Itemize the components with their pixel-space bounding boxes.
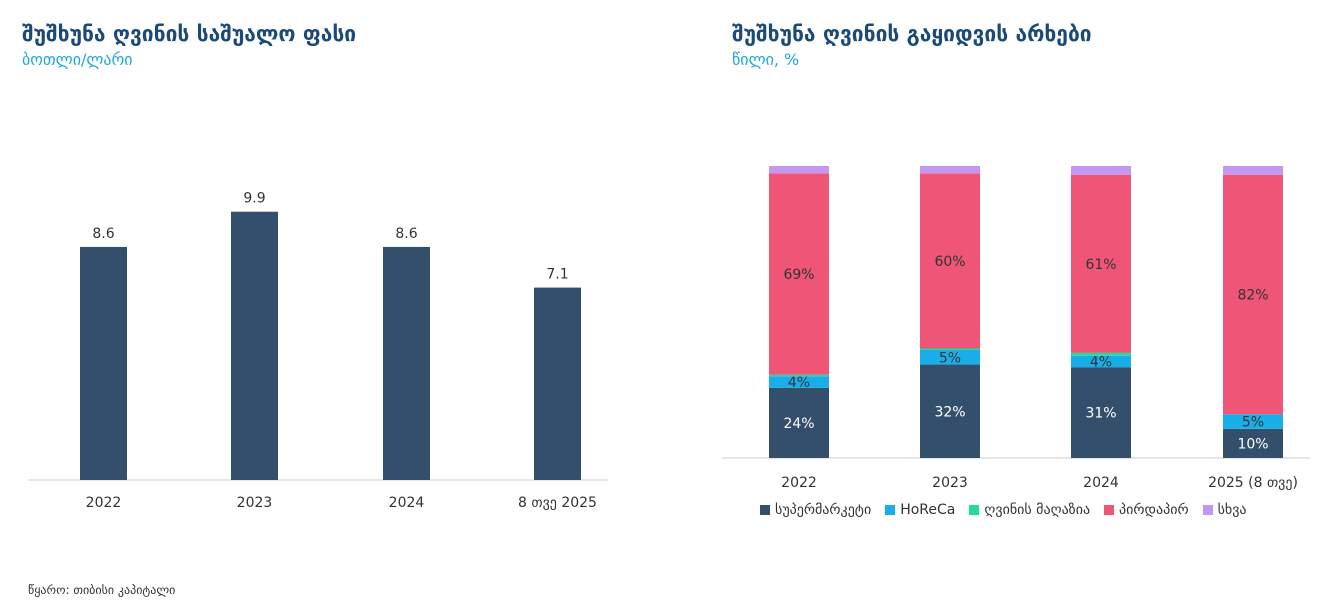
source-note: წყარო: თიბისი კაპიტალი xyxy=(28,583,176,597)
bar-segment xyxy=(1223,428,1283,458)
legend-item: HoReCa xyxy=(885,502,955,518)
left-chart-subtitle: ბოთლი/ლარი xyxy=(22,50,133,69)
legend-swatch xyxy=(760,505,770,515)
data-label: 9.9 xyxy=(243,191,265,207)
bar-segment xyxy=(1071,367,1131,458)
bar-segment xyxy=(769,374,829,377)
legend-label: HoReCa xyxy=(900,502,956,518)
right-chart-subtitle: წილი, % xyxy=(732,50,800,69)
bar-segment xyxy=(769,376,829,388)
legend-item: ღვინის მაღაზია xyxy=(969,502,1090,518)
bar-segment xyxy=(920,348,980,350)
bar xyxy=(80,246,127,480)
x-tick-label: 2023 xyxy=(237,495,273,511)
legend-label: სუპერმარკეტი xyxy=(775,502,872,518)
segment-label: 4% xyxy=(788,375,810,391)
legend-swatch xyxy=(885,505,896,515)
bar-segment xyxy=(769,166,829,174)
x-tick-label: 2024 xyxy=(1083,475,1119,491)
bar-segment xyxy=(1071,352,1131,356)
bar-segment xyxy=(920,166,980,174)
bar-segment xyxy=(920,364,980,458)
bar xyxy=(383,246,430,480)
x-tick-label: 2024 xyxy=(389,495,425,511)
bar-segment xyxy=(1071,166,1131,175)
x-tick-label: 2022 xyxy=(781,475,817,491)
legend: სუპერმარკეტი HoReCa ღვინის მაღაზია პირდაპირ… xyxy=(760,502,1247,518)
left-chart-title: შუშხუნა ღვინის საშუალო ფასი xyxy=(22,22,357,46)
x-tick-label: 2023 xyxy=(932,475,968,491)
segment-label: 4% xyxy=(1090,355,1112,371)
legend-item: სხვა xyxy=(1202,502,1247,518)
data-label: 8.6 xyxy=(92,226,114,242)
x-tick-label: 2025 (8 თვე) xyxy=(1208,475,1298,491)
data-label: 8.6 xyxy=(395,226,417,242)
x-tick-label: 8 თვე 2025 xyxy=(518,495,597,511)
bar-segment xyxy=(1223,166,1283,175)
legend-label: პირდაპირ xyxy=(1119,502,1189,518)
segment-label: 5% xyxy=(939,350,961,366)
bar-segment xyxy=(1223,414,1283,429)
legend-swatch xyxy=(969,505,980,515)
data-label: 7.1 xyxy=(546,267,568,283)
legend-item: სუპერმარკეტი xyxy=(760,502,871,518)
segment-label: 82% xyxy=(1237,287,1268,303)
segment-label: 61% xyxy=(1085,257,1116,273)
legend-label: ღვინის მაღაზია xyxy=(984,502,1091,518)
x-tick-label: 2022 xyxy=(86,495,122,511)
segment-label: 32% xyxy=(934,404,965,420)
bar-segment xyxy=(920,349,980,365)
legend-item: პირდაპირ xyxy=(1104,502,1189,518)
bar-segment xyxy=(920,173,980,349)
segment-label: 10% xyxy=(1237,436,1268,452)
segment-label: 5% xyxy=(1242,415,1264,431)
bar-segment xyxy=(769,173,829,375)
legend-label: სხვა xyxy=(1217,502,1247,518)
bar xyxy=(534,287,581,480)
bar xyxy=(231,211,278,480)
right-chart-title: შუშხუნა ღვინის გაყიდვის არხები xyxy=(732,22,1092,46)
bar-segment xyxy=(769,387,829,458)
bar-segment xyxy=(1071,355,1131,368)
legend-swatch xyxy=(1202,505,1213,515)
segment-label: 31% xyxy=(1085,406,1116,422)
bar-segment xyxy=(1071,174,1131,353)
bar-segment xyxy=(1223,174,1283,415)
legend-swatch xyxy=(1104,505,1115,515)
segment-label: 69% xyxy=(783,267,814,283)
segment-label: 60% xyxy=(934,254,965,270)
segment-label: 24% xyxy=(783,416,814,432)
